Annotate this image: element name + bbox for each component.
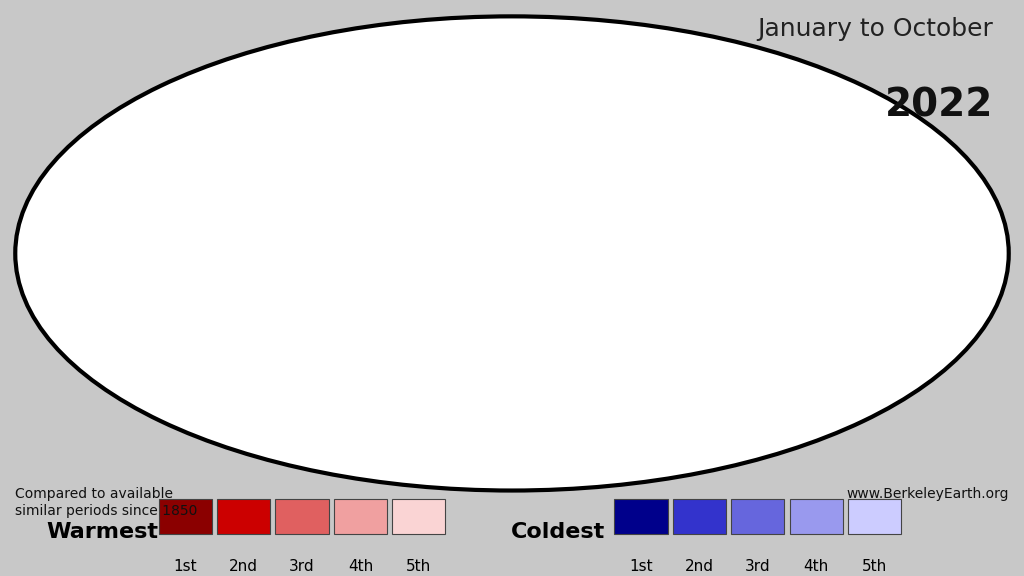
Text: Compared to available: Compared to available: [15, 487, 173, 501]
FancyBboxPatch shape: [217, 499, 270, 534]
Text: 5th: 5th: [407, 559, 431, 574]
Text: 2nd: 2nd: [229, 559, 258, 574]
Text: www.BerkeleyEarth.org: www.BerkeleyEarth.org: [846, 487, 1009, 501]
FancyBboxPatch shape: [392, 499, 445, 534]
Text: Coldest: Coldest: [511, 522, 605, 541]
Text: Warmest: Warmest: [46, 522, 159, 541]
Text: 2022: 2022: [885, 86, 993, 124]
Text: 2nd: 2nd: [685, 559, 714, 574]
Ellipse shape: [15, 16, 1009, 491]
FancyBboxPatch shape: [275, 499, 329, 534]
FancyBboxPatch shape: [334, 499, 387, 534]
Text: similar periods since 1850: similar periods since 1850: [15, 504, 198, 518]
FancyBboxPatch shape: [790, 499, 843, 534]
Text: 1st: 1st: [629, 559, 653, 574]
Text: 3rd: 3rd: [289, 559, 315, 574]
Text: 4th: 4th: [348, 559, 373, 574]
Text: 5th: 5th: [862, 559, 887, 574]
FancyBboxPatch shape: [614, 499, 668, 534]
Text: 1st: 1st: [173, 559, 198, 574]
FancyBboxPatch shape: [848, 499, 901, 534]
Text: 3rd: 3rd: [744, 559, 771, 574]
FancyBboxPatch shape: [159, 499, 212, 534]
FancyBboxPatch shape: [731, 499, 784, 534]
Text: 4th: 4th: [804, 559, 828, 574]
Text: January to October: January to October: [758, 17, 993, 41]
FancyBboxPatch shape: [673, 499, 726, 534]
